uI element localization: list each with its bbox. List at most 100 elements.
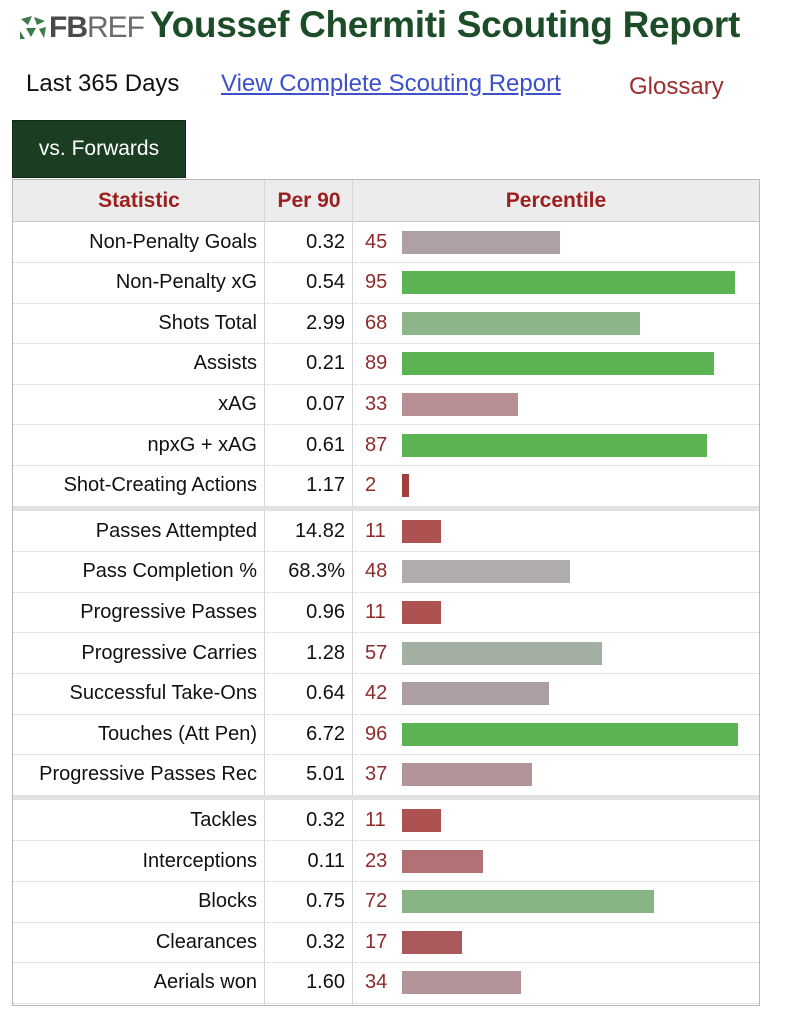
table-row: Shot-Creating Actions 1.17 2 [13,465,759,507]
percentile-bar [402,600,441,624]
percentile-value: 68 [365,311,388,334]
table-row: Interceptions 0.11 23 [13,841,759,882]
column-header-percentile[interactable]: Percentile [505,189,607,212]
stat-name[interactable]: Pass Completion % [82,560,257,583]
stat-name[interactable]: Shot-Creating Actions [63,474,257,497]
per90-value: 5.01 [306,763,345,786]
soccer-ball-icon [20,16,46,39]
per90-value: 6.72 [306,722,345,745]
per90-value: 0.96 [306,600,345,623]
percentile-bar [402,560,570,584]
table-row: Non-Penalty xG 0.54 95 [13,262,759,304]
page-header: FBREF Youssef Chermiti Scouting Report [0,0,803,58]
table-row: Progressive Passes Rec 5.01 37 [13,754,759,796]
per90-value: 0.75 [306,890,345,913]
per90-value: 0.32 [306,930,345,953]
percentile-value: 96 [365,722,388,745]
table-row: npxG + xAG 0.61 87 [13,425,759,466]
stat-name[interactable]: npxG + xAG [147,433,258,456]
per90-value: 0.64 [306,682,345,705]
percentile-bar [402,808,441,832]
percentile-value: 23 [365,849,388,872]
per90-value: 1.17 [306,474,345,497]
table-row: Aerials won 1.60 34 [13,962,759,1004]
percentile-bar [402,230,560,254]
table-row: Passes Attempted 14.82 11 [13,511,759,553]
table-row: Touches (Att Pen) 6.72 96 [13,714,759,756]
percentile-value: 45 [365,230,388,253]
stat-name[interactable]: Successful Take-Ons [69,682,258,705]
stat-name[interactable]: Progressive Carries [81,641,257,664]
per90-value: 0.32 [306,808,345,831]
per90-value: 68.3% [288,560,345,583]
table-row: Assists 0.21 89 [13,343,759,385]
per90-value: 2.99 [306,311,345,334]
table-row: Non-Penalty Goals 0.32 45 [13,222,759,263]
percentile-value: 33 [365,392,388,415]
percentile-value: 48 [365,560,388,583]
table-row: Shots Total 2.99 68 [13,303,759,345]
stat-name[interactable]: Non-Penalty Goals [89,230,257,253]
percentile-value: 37 [365,763,388,786]
per90-value: 0.54 [306,271,345,294]
tab-vs-forwards[interactable]: vs. Forwards [12,120,186,178]
percentile-bar [402,433,707,457]
column-header-statistic[interactable]: Statistic [98,189,180,212]
percentile-bar [402,849,483,873]
per90-value: 1.60 [306,971,345,994]
per90-value: 0.61 [306,433,345,456]
percentile-value: 72 [365,890,388,913]
column-header-per90[interactable]: Per 90 [277,189,341,212]
percentile-value: 11 [365,808,386,831]
percentile-value: 89 [365,352,388,375]
report-subnav: Last 365 Days View Complete Scouting Rep… [26,70,803,102]
per90-value: 0.32 [306,230,345,253]
fbref-logo[interactable]: FBREF [18,10,145,46]
group-separator [13,505,759,511]
percentile-value: 11 [365,600,386,623]
percentile-bar [402,474,409,498]
table-row: Tackles 0.32 11 [13,800,759,842]
stat-name[interactable]: Blocks [198,890,257,913]
percentile-bar [402,763,532,787]
logo-ref-text: REF [87,11,145,44]
stat-name[interactable]: Progressive Passes [80,600,257,623]
stat-name[interactable]: Progressive Passes Rec [39,763,257,786]
percentile-value: 95 [365,271,388,294]
stat-name[interactable]: Aerials won [153,971,257,994]
stat-name[interactable]: Non-Penalty xG [115,271,257,294]
percentile-bar [402,971,521,995]
group-separator [13,794,759,800]
per90-value: 0.11 [307,849,345,872]
stat-name[interactable]: Touches (Att Pen) [98,722,257,745]
stat-name[interactable]: Assists [193,352,257,375]
stat-name[interactable]: Interceptions [142,849,257,872]
percentile-bar [402,392,518,416]
stat-name[interactable]: Shots Total [158,311,257,334]
percentile-value: 57 [365,641,388,664]
scouting-table: Statistic Per 90 Percentile Non-Penalty … [12,179,760,1006]
percentile-value: 87 [365,433,388,456]
per90-value: 14.82 [294,519,345,542]
table-row: Progressive Passes 0.96 11 [13,592,759,634]
stat-name[interactable]: Tackles [190,808,257,831]
complete-report-link[interactable]: View Complete Scouting Report [221,70,561,97]
stat-name[interactable]: xAG [218,392,257,415]
percentile-value: 2 [365,474,377,497]
percentile-value: 17 [365,930,388,953]
table-row: Progressive Carries 1.28 57 [13,633,759,674]
percentile-bar [402,890,654,914]
table-row: Clearances 0.32 17 [13,922,759,964]
percentile-value: 42 [365,682,388,705]
glossary-link[interactable]: Glossary [629,73,724,100]
percentile-bar [402,682,549,706]
stat-name[interactable]: Clearances [155,930,257,953]
stat-name[interactable]: Passes Attempted [95,519,257,542]
percentile-bar [402,722,738,746]
percentile-bar [402,641,602,665]
percentile-bar [402,930,462,954]
percentile-bar [402,519,441,543]
period-label: Last 365 Days [26,70,180,97]
table-row: Successful Take-Ons 0.64 42 [13,673,759,715]
logo-fb-text: FB [49,11,88,44]
